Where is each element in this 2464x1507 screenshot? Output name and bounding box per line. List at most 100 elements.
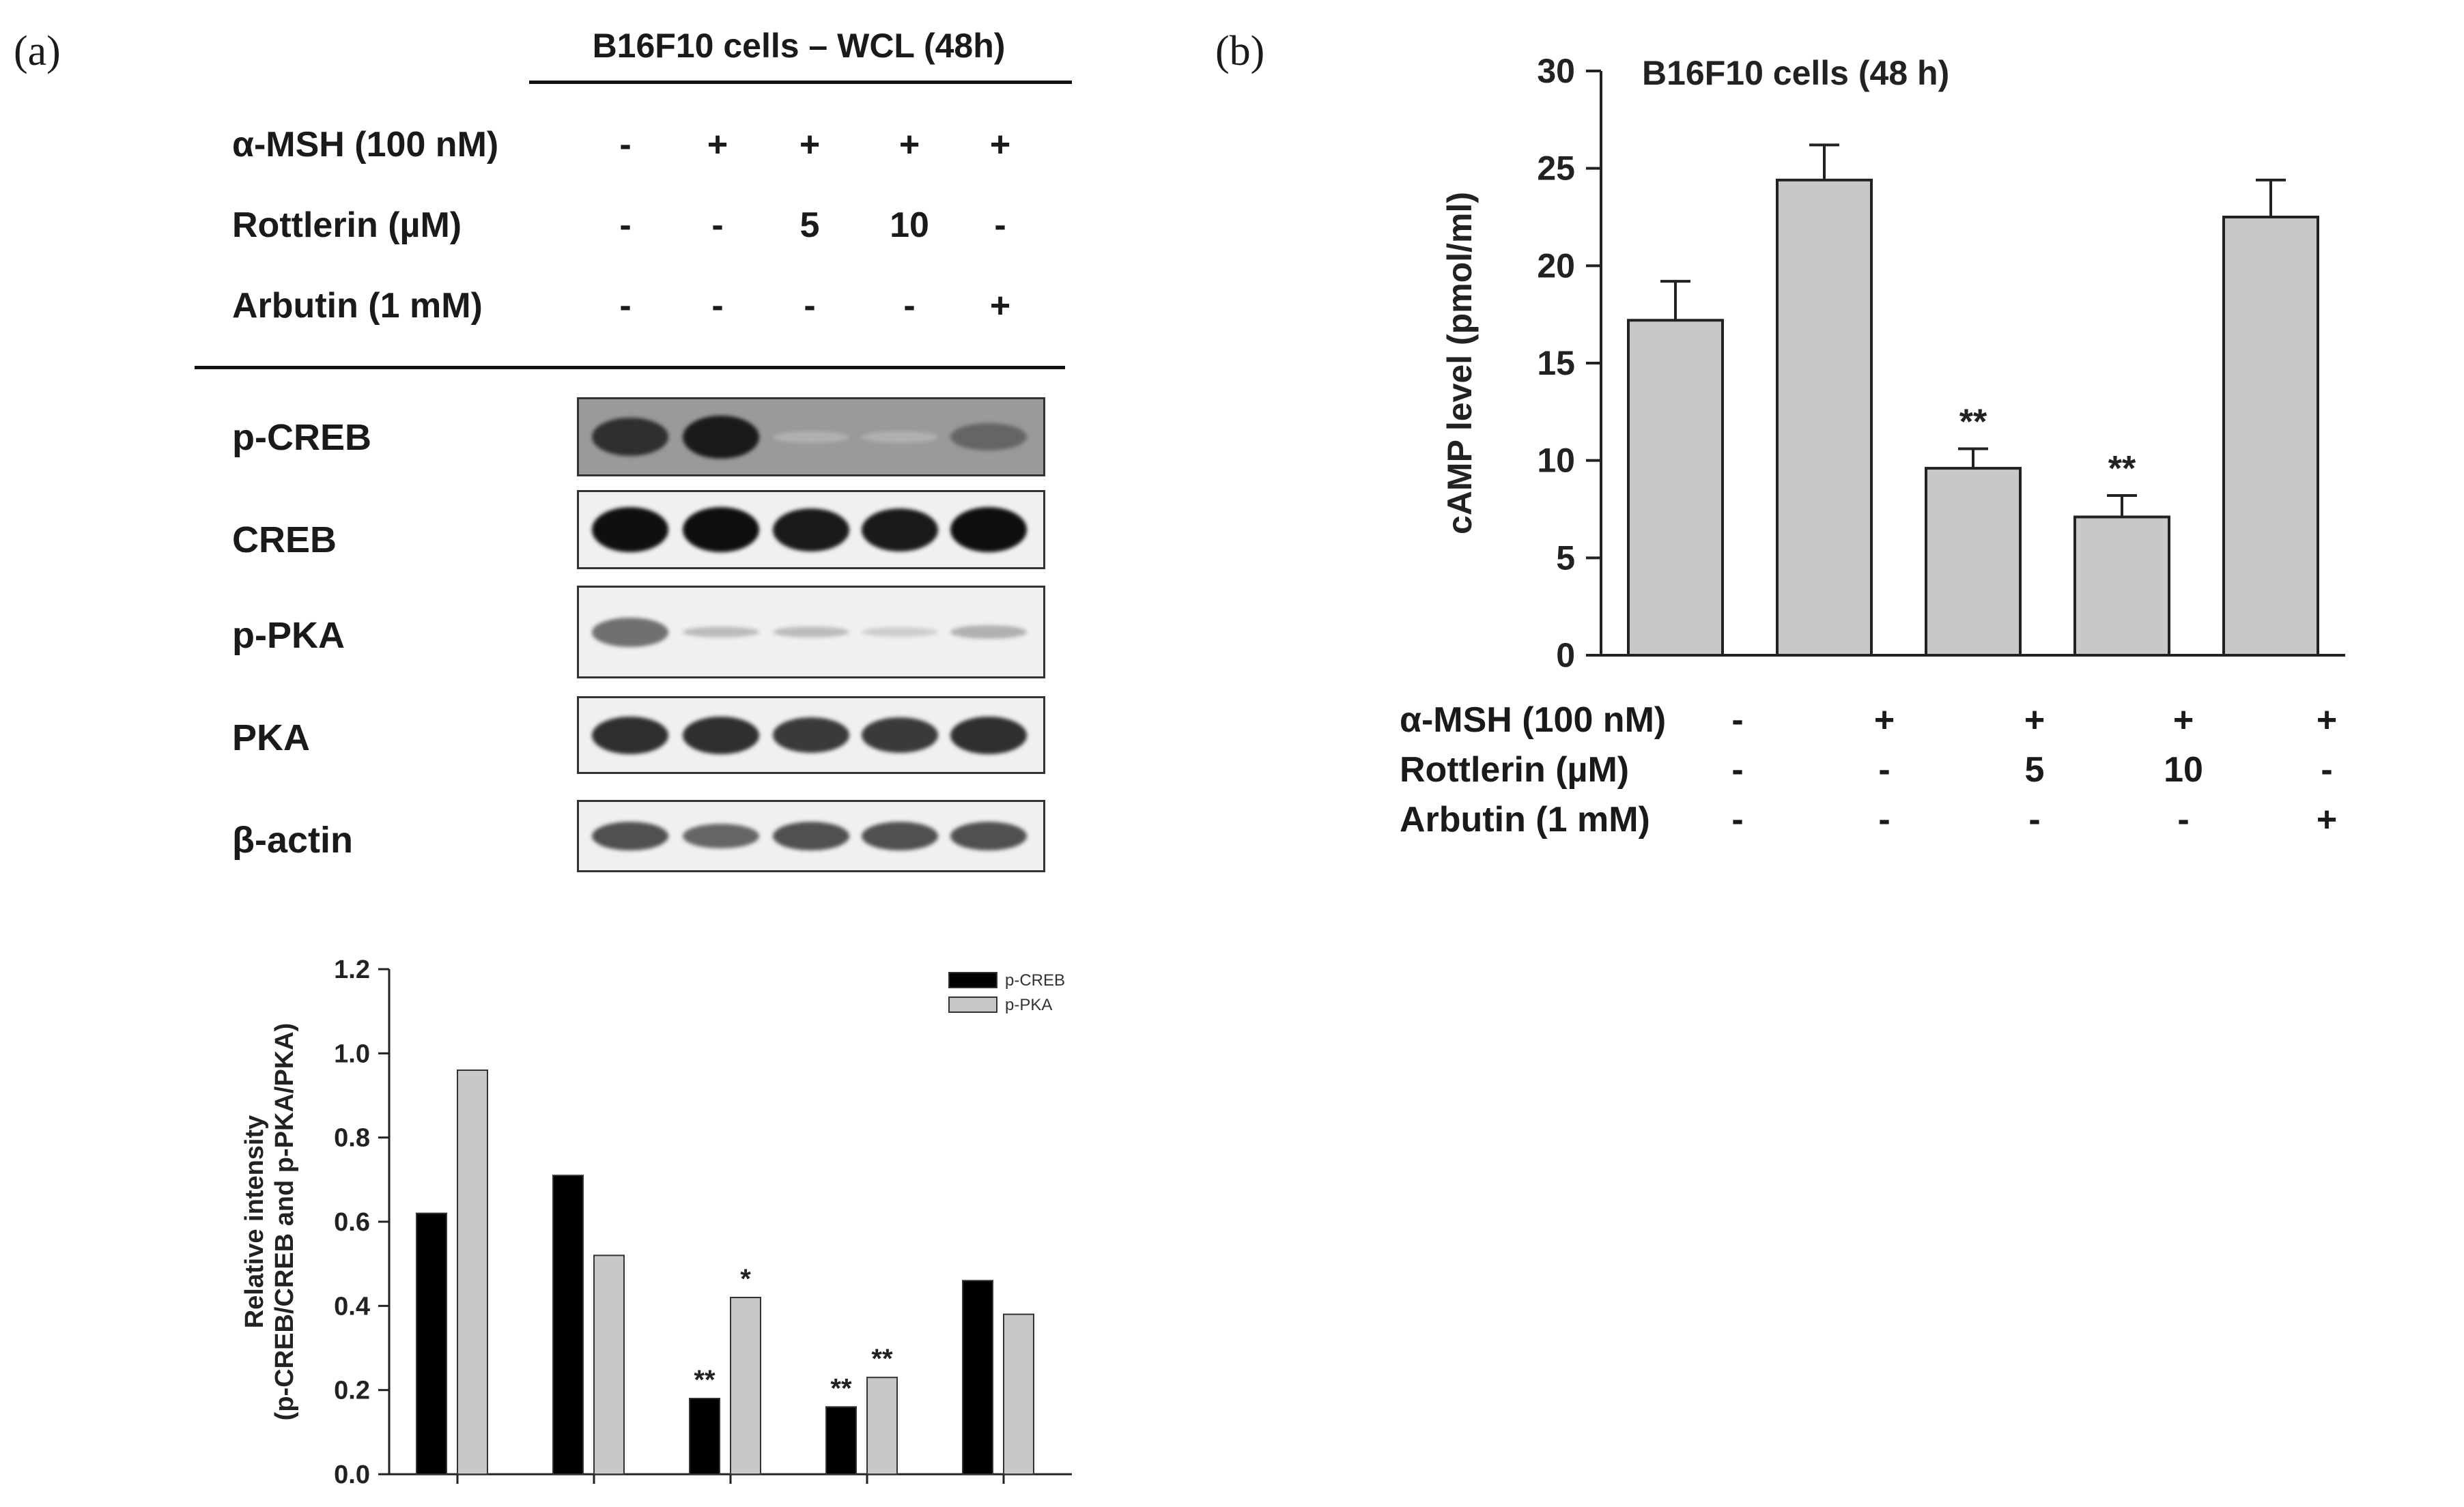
bar bbox=[1627, 319, 1724, 657]
bar bbox=[1776, 178, 1873, 657]
treatment-value: - bbox=[619, 205, 632, 245]
treatment-value: + bbox=[799, 125, 821, 164]
y-axis-label: cAMP level (pmol/ml) bbox=[1441, 192, 1479, 534]
significance-marker: ** bbox=[694, 1365, 716, 1395]
treatment-value: - bbox=[619, 125, 632, 164]
y-tick-label: 25 bbox=[1537, 149, 1575, 188]
significance-marker: ** bbox=[871, 1344, 893, 1374]
bar-p-PKA bbox=[457, 1070, 488, 1475]
panel-a-header: B16F10 cells – WCL (48h) bbox=[592, 27, 1006, 65]
camp-level-chart: 0 5 10 15 20 25 30 cAMP level (pmol/ml) B16F10 c… bbox=[1441, 52, 2345, 674]
treatment-value: + bbox=[989, 286, 1011, 326]
treatment-value: - bbox=[619, 286, 632, 326]
treatment-label: Arbutin (1 mM) bbox=[1400, 800, 1650, 839]
treatment-value: + bbox=[898, 125, 920, 164]
panel-a-label: (a) bbox=[14, 28, 61, 74]
blot-band bbox=[950, 822, 1027, 850]
y-tick-label: 0.8 bbox=[334, 1124, 370, 1153]
y-tick-label: 1.2 bbox=[334, 956, 370, 984]
blot-band bbox=[592, 618, 668, 647]
y-tick-label: 0 bbox=[1556, 636, 1575, 674]
treatment-value: + bbox=[2316, 800, 2338, 839]
bar-p-CREB bbox=[416, 1212, 447, 1475]
blot-band bbox=[773, 431, 849, 443]
treatment-value: - bbox=[1878, 750, 1891, 790]
blot-band bbox=[592, 507, 668, 552]
blot-band bbox=[862, 822, 938, 850]
treatment-label: Rottlerin (µM) bbox=[232, 205, 462, 245]
bar-p-PKA bbox=[866, 1377, 898, 1476]
blot-image bbox=[577, 397, 1045, 476]
blot-label-pka: PKA bbox=[232, 717, 311, 758]
y-tick-label: 0.6 bbox=[334, 1208, 370, 1237]
header-underline bbox=[529, 81, 1072, 84]
blot-band bbox=[683, 627, 759, 637]
y-tick-label: 20 bbox=[1537, 246, 1575, 285]
treatment-value: - bbox=[2321, 750, 2333, 790]
blot-band bbox=[773, 717, 849, 753]
bar-p-PKA bbox=[1003, 1313, 1034, 1476]
treatment-value: - bbox=[994, 205, 1006, 245]
blot-label-p-creb: p-CREB bbox=[232, 417, 371, 458]
bar-p-PKA bbox=[593, 1254, 625, 1475]
treatment-value: + bbox=[707, 125, 728, 164]
treatment-label: Rottlerin (µM) bbox=[1400, 750, 1630, 790]
treatment-value: - bbox=[804, 286, 816, 326]
blot-band bbox=[592, 717, 668, 754]
blot-band bbox=[773, 822, 849, 850]
significance-marker: ** bbox=[2108, 449, 2136, 489]
treatment-value: 5 bbox=[2024, 750, 2045, 790]
treatment-label: Arbutin (1 mM) bbox=[232, 286, 483, 326]
treatment-value: 5 bbox=[799, 205, 820, 245]
blot-band bbox=[773, 508, 849, 551]
treatment-label: α-MSH (100 nM) bbox=[1400, 700, 1667, 740]
treatment-value: 10 bbox=[890, 205, 929, 245]
treatment-value: - bbox=[1731, 700, 1744, 740]
treatment-value: - bbox=[2028, 800, 2041, 839]
treatment-label: α-MSH (100 nM) bbox=[232, 125, 499, 164]
y-tick-label: 1.0 bbox=[334, 1039, 370, 1068]
treatment-value: - bbox=[903, 286, 916, 326]
treatment-value: - bbox=[711, 286, 724, 326]
y-tick-label: 0.0 bbox=[334, 1461, 370, 1489]
significance-marker: * bbox=[740, 1264, 751, 1294]
y-tick-label: 5 bbox=[1556, 539, 1575, 577]
bar-p-PKA bbox=[730, 1297, 761, 1475]
treatment-value: + bbox=[2172, 700, 2194, 740]
legend-swatch bbox=[948, 996, 997, 1013]
blot-band bbox=[683, 717, 759, 754]
y-axis-label: Relative intensity(p-CREB/CREB and p-PKA… bbox=[240, 1023, 299, 1421]
legend-swatch bbox=[948, 972, 997, 988]
blot-band bbox=[862, 717, 938, 753]
blot-band bbox=[592, 418, 668, 456]
bar bbox=[1925, 467, 2022, 657]
blot-band bbox=[862, 508, 938, 551]
blot-band bbox=[862, 627, 938, 637]
blot-image bbox=[577, 800, 1045, 872]
bar bbox=[2222, 216, 2319, 657]
blot-image bbox=[577, 696, 1045, 774]
blot-band bbox=[950, 423, 1027, 450]
treatment-value: + bbox=[2316, 700, 2338, 740]
treatment-value: - bbox=[1731, 750, 1744, 790]
blot-band bbox=[683, 416, 759, 459]
y-tick-label: 15 bbox=[1537, 344, 1575, 382]
blot-label-beta-actin: β-actin bbox=[232, 820, 353, 861]
chart-title: B16F10 cells (48 h) bbox=[1642, 54, 1949, 92]
blot-band bbox=[950, 717, 1027, 754]
treatment-value: 10 bbox=[2164, 750, 2203, 790]
bar-p-CREB bbox=[552, 1175, 584, 1475]
treatment-value: + bbox=[1873, 700, 1895, 740]
bar-p-CREB bbox=[825, 1406, 857, 1475]
treatment-value: + bbox=[989, 125, 1011, 164]
significance-marker: ** bbox=[830, 1373, 852, 1403]
bar-p-CREB bbox=[962, 1280, 993, 1475]
blot-band bbox=[683, 507, 759, 552]
blot-label-creb: CREB bbox=[232, 519, 337, 560]
blot-label-p-pka: p-PKA bbox=[232, 615, 345, 656]
treatment-value: - bbox=[2177, 800, 2190, 839]
treatment-divider bbox=[195, 366, 1065, 369]
bar-p-CREB bbox=[689, 1398, 720, 1475]
blot-band bbox=[683, 824, 759, 848]
relative-intensity-chart: 0.0 0.2 0.4 0.6 0.8 1.0 1.2 Relative intensity(… bbox=[240, 956, 1072, 1489]
